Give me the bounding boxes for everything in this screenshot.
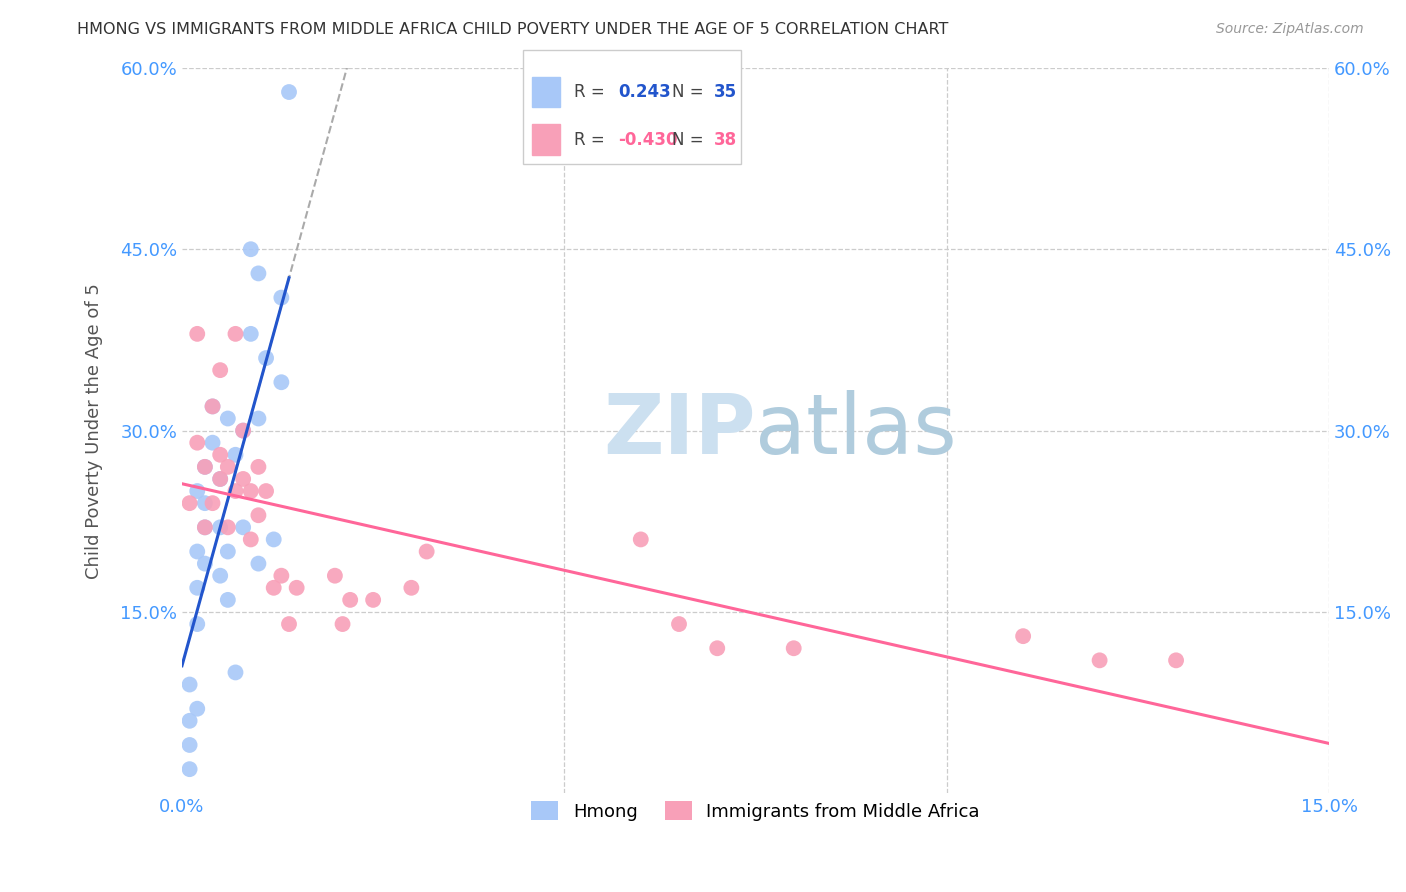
Point: [179, 496, 201, 510]
Point: [217, 459, 239, 474]
Point: [186, 484, 208, 499]
Point: [401, 581, 423, 595]
Point: [186, 326, 208, 341]
Text: 35: 35: [714, 83, 737, 101]
Point: [239, 242, 262, 256]
Point: [239, 533, 262, 547]
Point: [232, 472, 254, 486]
Point: [209, 472, 232, 486]
Text: R =: R =: [574, 130, 610, 149]
Point: [247, 557, 270, 571]
Text: N =: N =: [672, 83, 709, 101]
Point: [361, 593, 384, 607]
Text: 38: 38: [714, 130, 737, 149]
Point: [270, 376, 292, 390]
Point: [209, 448, 232, 462]
Point: [201, 400, 224, 414]
Point: [217, 411, 239, 425]
Point: [630, 533, 652, 547]
Bar: [531, 77, 561, 107]
Point: [186, 617, 208, 632]
Text: Source: ZipAtlas.com: Source: ZipAtlas.com: [1216, 22, 1364, 37]
Point: [247, 411, 270, 425]
Text: -0.430: -0.430: [617, 130, 678, 149]
Point: [201, 496, 224, 510]
Point: [186, 544, 208, 558]
Point: [332, 617, 354, 632]
Text: HMONG VS IMMIGRANTS FROM MIDDLE AFRICA CHILD POVERTY UNDER THE AGE OF 5 CORRELAT: HMONG VS IMMIGRANTS FROM MIDDLE AFRICA C…: [77, 22, 949, 37]
Point: [263, 581, 285, 595]
Point: [232, 424, 254, 438]
Point: [285, 581, 308, 595]
Point: [783, 641, 806, 656]
Point: [186, 435, 208, 450]
Legend: Hmong, Immigrants from Middle Africa: Hmong, Immigrants from Middle Africa: [517, 787, 994, 835]
Point: [194, 459, 217, 474]
Point: [254, 351, 277, 365]
Point: [1088, 653, 1111, 667]
Point: [247, 267, 270, 281]
Y-axis label: Child Poverty Under the Age of 5: Child Poverty Under the Age of 5: [86, 283, 103, 579]
Text: N =: N =: [672, 130, 709, 149]
Point: [201, 400, 224, 414]
Point: [278, 617, 301, 632]
Point: [278, 85, 301, 99]
Point: [186, 581, 208, 595]
Point: [186, 702, 208, 716]
Point: [209, 520, 232, 534]
Point: [706, 641, 728, 656]
Point: [224, 665, 246, 680]
Point: [217, 544, 239, 558]
Point: [1012, 629, 1035, 643]
Point: [339, 593, 361, 607]
Point: [323, 568, 346, 582]
Point: [270, 568, 292, 582]
Point: [224, 448, 246, 462]
Point: [270, 291, 292, 305]
Bar: [531, 125, 561, 155]
Text: 0.243: 0.243: [617, 83, 671, 101]
Point: [232, 424, 254, 438]
Point: [217, 520, 239, 534]
Point: [179, 738, 201, 752]
Point: [179, 762, 201, 776]
Text: atlas: atlas: [755, 390, 957, 471]
Point: [179, 714, 201, 728]
Point: [232, 520, 254, 534]
Point: [179, 677, 201, 691]
Point: [217, 593, 239, 607]
Text: ZIP: ZIP: [603, 390, 755, 471]
FancyBboxPatch shape: [523, 50, 741, 164]
Point: [194, 557, 217, 571]
Point: [194, 459, 217, 474]
Point: [194, 520, 217, 534]
Point: [194, 520, 217, 534]
Point: [415, 544, 437, 558]
Point: [247, 508, 270, 523]
Point: [1164, 653, 1187, 667]
Point: [209, 472, 232, 486]
Point: [224, 484, 246, 499]
Point: [194, 496, 217, 510]
Point: [247, 459, 270, 474]
Point: [201, 435, 224, 450]
Point: [239, 484, 262, 499]
Point: [224, 326, 246, 341]
Point: [668, 617, 690, 632]
Point: [254, 484, 277, 499]
Point: [263, 533, 285, 547]
Point: [239, 326, 262, 341]
Point: [209, 363, 232, 377]
Point: [209, 568, 232, 582]
Text: R =: R =: [574, 83, 610, 101]
